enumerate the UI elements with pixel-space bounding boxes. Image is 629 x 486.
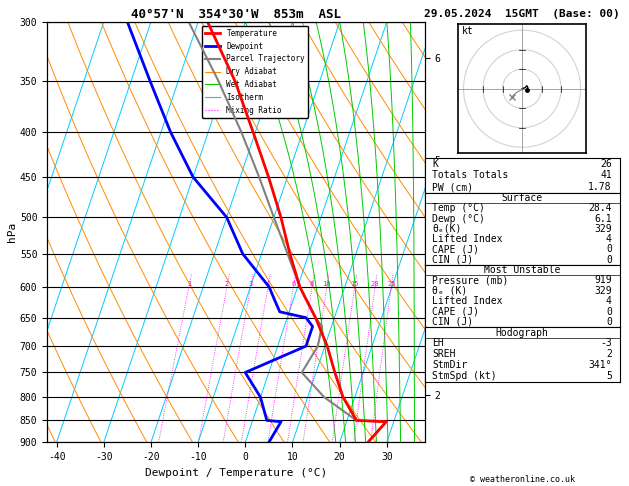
Text: 0: 0 <box>606 244 612 255</box>
Title: 40°57'N  354°30'W  853m  ASL: 40°57'N 354°30'W 853m ASL <box>131 8 341 21</box>
Y-axis label: km
ASL: km ASL <box>457 221 474 243</box>
Legend: Temperature, Dewpoint, Parcel Trajectory, Dry Adiabat, Wet Adiabat, Isotherm, Mi: Temperature, Dewpoint, Parcel Trajectory… <box>202 26 308 118</box>
Text: 341°: 341° <box>588 360 612 370</box>
Text: Lifted Index: Lifted Index <box>432 296 503 306</box>
Text: CAPE (J): CAPE (J) <box>432 307 479 316</box>
Text: Totals Totals: Totals Totals <box>432 171 509 180</box>
Text: K: K <box>432 159 438 169</box>
Text: 4: 4 <box>606 234 612 244</box>
Text: CAPE (J): CAPE (J) <box>432 244 479 255</box>
Text: Temp (°C): Temp (°C) <box>432 203 485 213</box>
Text: CIN (J): CIN (J) <box>432 317 474 327</box>
Text: 15: 15 <box>350 281 359 287</box>
Text: Most Unstable: Most Unstable <box>484 265 560 275</box>
Text: EH: EH <box>432 338 444 348</box>
Text: 919: 919 <box>594 276 612 285</box>
Text: 5: 5 <box>606 371 612 381</box>
Text: Lifted Index: Lifted Index <box>432 234 503 244</box>
Text: © weatheronline.co.uk: © weatheronline.co.uk <box>470 474 574 484</box>
Text: 20: 20 <box>371 281 379 287</box>
Text: 28.4: 28.4 <box>588 203 612 213</box>
Text: Hodograph: Hodograph <box>496 328 548 337</box>
Text: 329: 329 <box>594 224 612 234</box>
Text: StmDir: StmDir <box>432 360 467 370</box>
Text: 0: 0 <box>606 317 612 327</box>
Text: 29.05.2024  15GMT  (Base: 00): 29.05.2024 15GMT (Base: 00) <box>424 9 620 19</box>
Text: 41: 41 <box>600 171 612 180</box>
Text: kt: kt <box>462 26 474 36</box>
Text: 6.1: 6.1 <box>594 214 612 224</box>
Text: 26: 26 <box>600 159 612 169</box>
Text: -3: -3 <box>600 338 612 348</box>
Text: Mixing Ratio (g/kg): Mixing Ratio (g/kg) <box>450 185 459 279</box>
Text: 1.78: 1.78 <box>588 182 612 192</box>
Text: 3: 3 <box>248 281 253 287</box>
Text: 2: 2 <box>225 281 229 287</box>
Text: 10: 10 <box>323 281 331 287</box>
Text: 4: 4 <box>606 296 612 306</box>
Text: θₑ (K): θₑ (K) <box>432 286 467 296</box>
Text: 6: 6 <box>291 281 296 287</box>
Text: 8: 8 <box>310 281 314 287</box>
Text: PW (cm): PW (cm) <box>432 182 474 192</box>
Text: StmSpd (kt): StmSpd (kt) <box>432 371 497 381</box>
Text: 0: 0 <box>606 255 612 265</box>
X-axis label: Dewpoint / Temperature (°C): Dewpoint / Temperature (°C) <box>145 468 327 478</box>
Text: Dewp (°C): Dewp (°C) <box>432 214 485 224</box>
Text: 25: 25 <box>387 281 396 287</box>
Text: 329: 329 <box>594 286 612 296</box>
Text: θₑ(K): θₑ(K) <box>432 224 462 234</box>
Text: Surface: Surface <box>501 193 543 203</box>
Text: Pressure (mb): Pressure (mb) <box>432 276 509 285</box>
Text: 0: 0 <box>606 307 612 316</box>
Text: 1: 1 <box>187 281 191 287</box>
Y-axis label: hPa: hPa <box>7 222 17 242</box>
Text: 4: 4 <box>266 281 270 287</box>
Text: SREH: SREH <box>432 349 456 359</box>
Text: 2: 2 <box>606 349 612 359</box>
Text: CIN (J): CIN (J) <box>432 255 474 265</box>
